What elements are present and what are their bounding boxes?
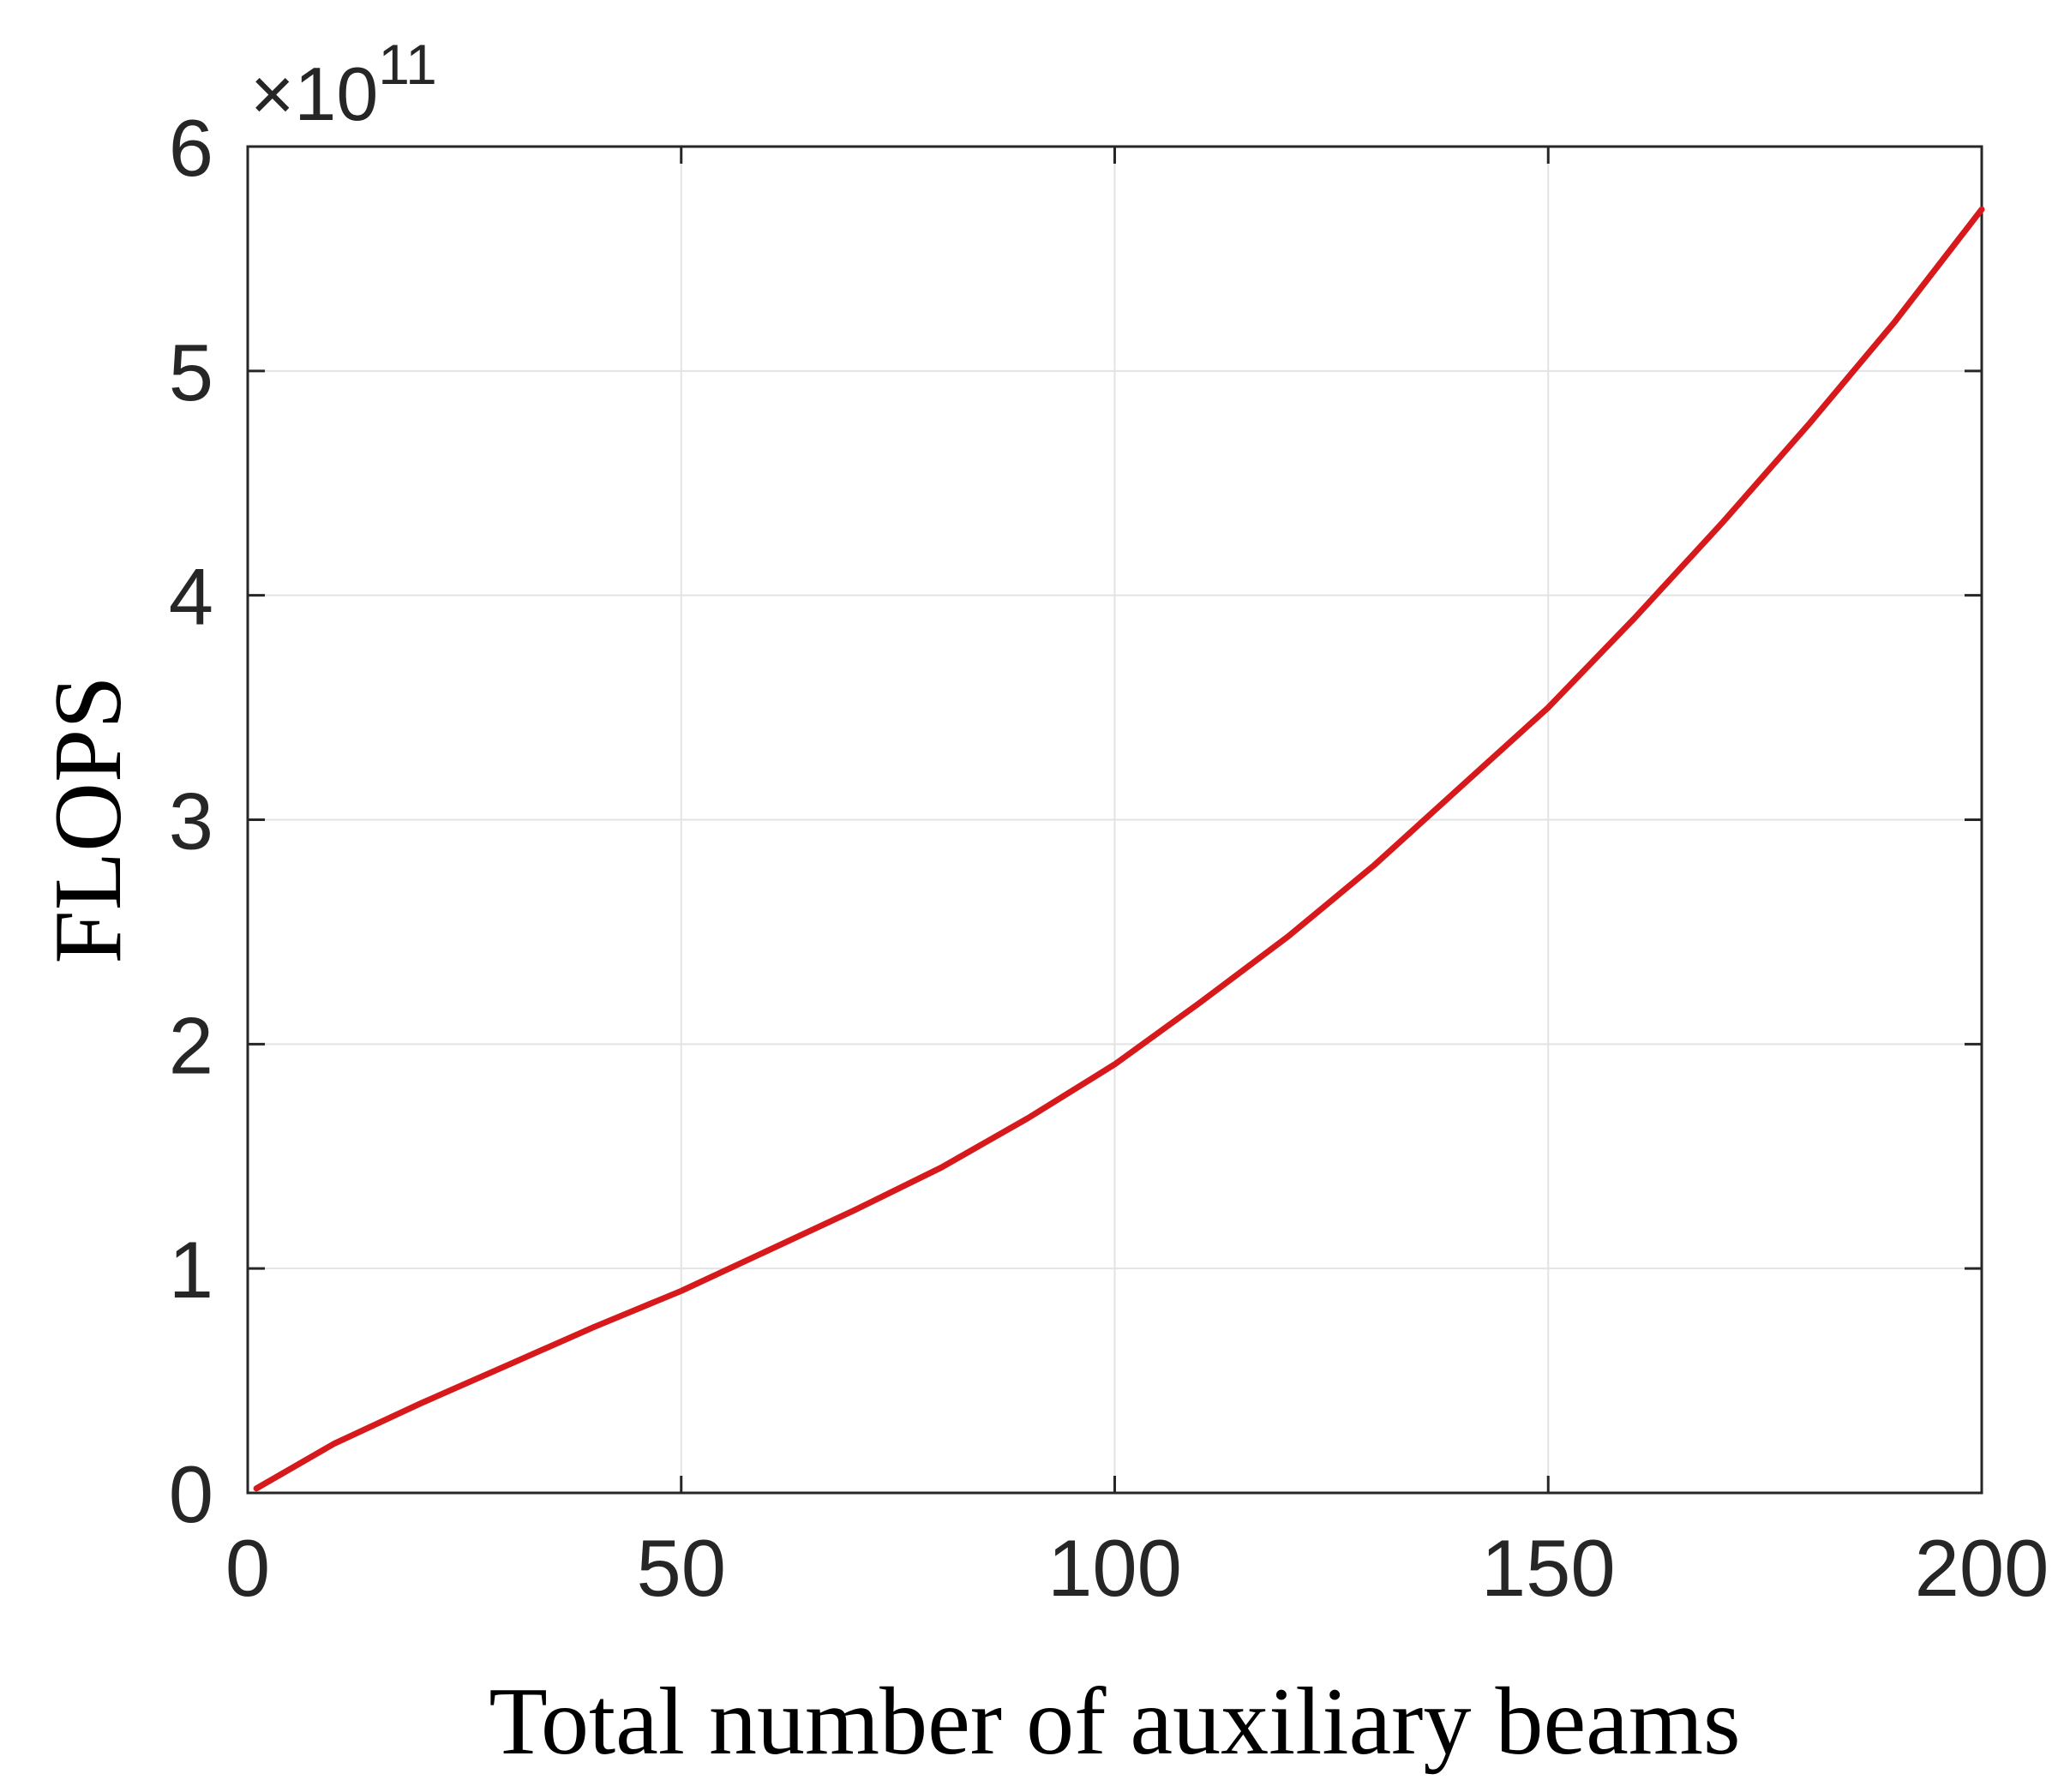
x-tick-label: 150: [1481, 1523, 1616, 1613]
y-axis-multiplier-label: ×1011: [250, 33, 437, 136]
y-tick-label: 6: [169, 103, 213, 193]
y-tick-label: 1: [169, 1225, 213, 1315]
grid-lines: [248, 147, 1982, 1493]
x-tick-label: 200: [1915, 1523, 2049, 1613]
axis-tick-marks: [246, 145, 1983, 1495]
y-tick-label: 5: [169, 327, 213, 417]
y-tick-label: 0: [169, 1449, 213, 1539]
series-group: [253, 206, 1985, 1492]
x-tick-label: 0: [225, 1523, 270, 1613]
x-axis-tick-labels: 0 50 100 150 200: [225, 1523, 2049, 1613]
multiplier-times-sign: ×: [250, 51, 294, 136]
x-tick-label: 50: [636, 1523, 726, 1613]
x-tick-label: 100: [1047, 1523, 1182, 1613]
series-line: [253, 206, 1985, 1492]
y-axis-title: FLOPS: [35, 675, 141, 963]
y-axis-tick-labels: 0 1 2 3 4 5 6: [169, 103, 213, 1539]
y-tick-label: 4: [169, 552, 213, 642]
y-tick-label: 2: [169, 1000, 213, 1090]
multiplier-base: 10: [294, 51, 378, 136]
y-tick-label: 3: [169, 776, 213, 866]
x-axis-title: Total number of auxiliary beams: [489, 1669, 1740, 1775]
multiplier-exponent: 11: [378, 33, 437, 96]
